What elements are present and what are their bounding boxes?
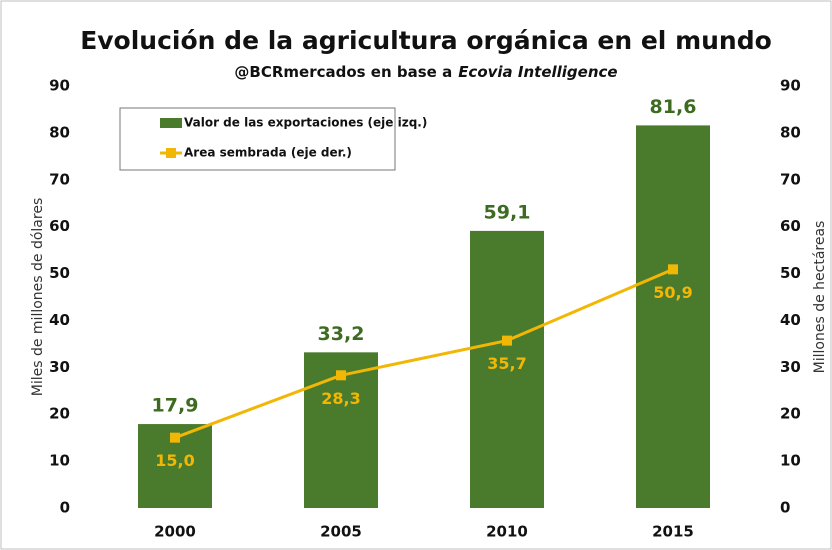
chart-subtitle: @BCRmercados en base a Ecovia Intelligenc…	[234, 63, 617, 81]
x-tick-label: 2000	[154, 523, 196, 541]
line-value-label: 15,0	[155, 451, 194, 470]
y-tick-label: 30	[49, 358, 70, 376]
y-tick-label: 10	[49, 452, 70, 470]
bar	[636, 125, 710, 509]
y2-axis-label: Millones de hectáreas	[812, 221, 828, 374]
line-value-label: 35,7	[487, 354, 526, 373]
legend-label: Valor de las exportaciones (eje izq.)	[184, 116, 427, 130]
bar-value-label: 59,1	[484, 201, 531, 223]
y-tick-label: 90	[49, 77, 70, 95]
y2-tick-label: 90	[780, 77, 801, 95]
subtitle-source-italic: Ecovia Intelligence	[458, 63, 617, 81]
bar	[470, 230, 544, 509]
y2-tick-label: 30	[780, 358, 801, 376]
y2-tick-label: 50	[780, 264, 801, 282]
subtitle-source: @BCRmercados en base a	[234, 63, 452, 81]
x-tick-label: 2010	[486, 523, 528, 541]
x-tick-label: 2015	[652, 523, 694, 541]
y-tick-label: 80	[49, 123, 70, 141]
x-tick-label: 2005	[320, 523, 362, 541]
chart-title: Evolución de la agricultura orgánica en …	[80, 26, 772, 55]
y2-tick-label: 40	[780, 311, 801, 329]
y-tick-label: 40	[49, 311, 70, 329]
y-tick-label: 60	[49, 217, 70, 235]
line-value-label: 50,9	[653, 283, 692, 302]
y-tick-label: 20	[49, 405, 70, 423]
bar-value-label: 81,6	[650, 96, 697, 118]
line-value-label: 28,3	[321, 389, 360, 408]
line-marker	[668, 264, 678, 275]
y2-tick-label: 0	[780, 499, 790, 517]
y-tick-label: 50	[49, 264, 70, 282]
bar-value-label: 33,2	[318, 323, 365, 345]
y-tick-label: 0	[60, 499, 70, 517]
y2-tick-label: 10	[780, 452, 801, 470]
y2-tick-label: 20	[780, 405, 801, 423]
legend-swatch	[160, 118, 182, 128]
line-marker	[336, 370, 346, 381]
y-tick-label: 70	[49, 170, 70, 188]
bar-value-label: 17,9	[152, 395, 199, 417]
legend-label: Area sembrada (eje der.)	[184, 146, 352, 160]
y2-tick-label: 60	[780, 217, 801, 235]
legend-marker	[166, 148, 176, 158]
y2-tick-label: 70	[780, 170, 801, 188]
y2-tick-label: 80	[780, 123, 801, 141]
line	[174, 267, 674, 440]
y-axis-label: Miles de millones de dólares	[30, 198, 46, 397]
line-marker	[502, 335, 512, 346]
line-marker	[170, 432, 180, 443]
